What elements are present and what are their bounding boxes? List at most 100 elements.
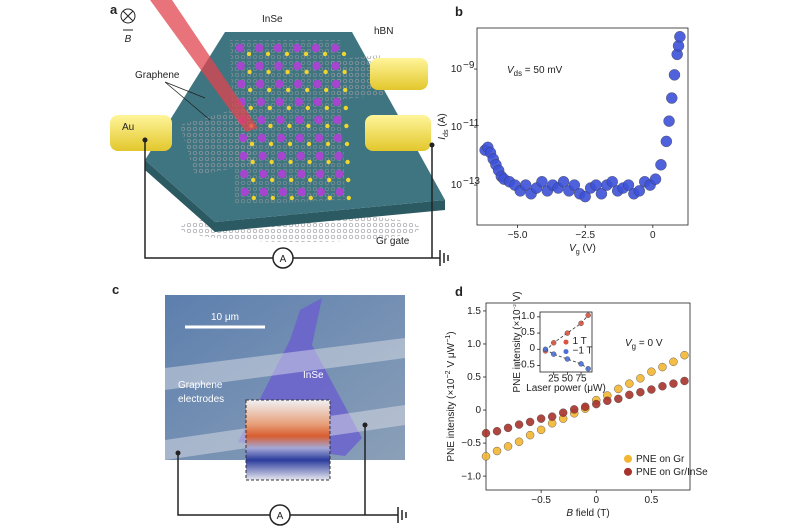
atom xyxy=(323,69,328,75)
atom xyxy=(325,141,331,147)
data-point xyxy=(606,176,618,188)
atom xyxy=(255,61,264,71)
atom xyxy=(296,151,305,161)
x-axis-label: Vg (V) xyxy=(569,243,596,256)
annotation: Vg = 0 V xyxy=(625,338,663,351)
atom xyxy=(259,187,268,197)
atom xyxy=(266,69,271,75)
y-axis-label-part: PNE intensity (×10 xyxy=(512,309,523,393)
contact-dot xyxy=(175,450,181,456)
atom xyxy=(333,133,343,143)
au-pad xyxy=(110,115,172,151)
atom xyxy=(284,51,290,57)
atom xyxy=(254,43,264,53)
electrode-label: Graphene xyxy=(178,380,223,391)
data-point xyxy=(669,357,678,367)
y-tick-label: −1.0 xyxy=(461,471,481,482)
pointer xyxy=(164,81,211,121)
atom xyxy=(343,105,348,111)
panel-label: a xyxy=(110,2,118,17)
data-point xyxy=(536,176,548,188)
x-axis-label-part: (V) xyxy=(580,243,596,254)
panel-c: c 10 μm InSe Graphene electrodes A xyxy=(112,282,407,526)
legend-marker xyxy=(563,349,569,355)
insulator-label: hBN xyxy=(374,26,393,37)
atom xyxy=(297,169,306,179)
data-point xyxy=(536,414,546,423)
atom xyxy=(314,115,323,125)
atom xyxy=(316,187,325,197)
atom xyxy=(249,141,255,147)
field-cross xyxy=(122,10,134,22)
atom xyxy=(294,97,303,107)
x-tick-label: −0.5 xyxy=(531,495,551,506)
data-point xyxy=(633,185,646,197)
y-tick-exponent: −13 xyxy=(463,176,480,187)
atom xyxy=(240,169,249,179)
data-point xyxy=(557,176,570,188)
atom xyxy=(295,133,305,143)
legend-label: 1 T xyxy=(573,336,587,347)
panel-label: c xyxy=(112,282,119,297)
data-point xyxy=(514,420,524,429)
y-tick-label: −0.5 xyxy=(515,359,535,370)
atom xyxy=(333,115,342,125)
data-point xyxy=(655,159,667,171)
data-point xyxy=(578,320,584,327)
atom xyxy=(294,79,303,89)
atom xyxy=(286,87,291,93)
atom xyxy=(305,87,310,93)
atom xyxy=(316,169,325,179)
atom xyxy=(292,43,302,53)
legend-label: PNE on Gr xyxy=(636,454,685,465)
y-tick-label: 1.0 xyxy=(521,311,535,322)
atom xyxy=(307,159,312,165)
y-tick-label: 0.5 xyxy=(467,372,481,383)
atom xyxy=(341,51,347,57)
legend-marker xyxy=(563,339,569,345)
atom xyxy=(327,177,332,183)
atom xyxy=(306,123,311,129)
data-point xyxy=(622,179,635,191)
atom xyxy=(308,177,313,183)
y-tick-label: 0 xyxy=(475,405,481,416)
legend-label: PNE on Gr/InSe xyxy=(636,467,708,478)
x-tick-label: −2.5 xyxy=(575,230,595,241)
atom xyxy=(308,195,313,201)
y-tick-label: −0.5 xyxy=(461,438,481,449)
atom xyxy=(288,159,293,165)
y-axis-label-part: −2 xyxy=(443,370,452,378)
inse-lattice xyxy=(235,43,351,201)
y-tick-exponent: −11 xyxy=(463,118,480,129)
atom xyxy=(268,141,274,147)
field-symbol xyxy=(120,8,136,24)
atom xyxy=(270,177,275,183)
atom xyxy=(239,151,248,161)
atom xyxy=(313,79,322,89)
atom xyxy=(251,195,256,201)
contact-label: Au xyxy=(122,122,134,133)
atom xyxy=(295,115,304,125)
atom xyxy=(247,69,252,75)
data-point xyxy=(519,179,532,191)
data-point xyxy=(614,394,623,404)
legend-marker xyxy=(624,467,632,476)
x-axis-label-part: g xyxy=(576,247,580,256)
atom xyxy=(268,123,273,129)
atom xyxy=(238,133,248,143)
atom xyxy=(326,159,331,165)
x-axis-label: B field (T) xyxy=(566,508,609,519)
data-point xyxy=(564,356,571,362)
atom xyxy=(330,43,340,53)
x-axis-label-part: V xyxy=(569,243,577,254)
data-point xyxy=(564,330,571,336)
atom xyxy=(313,97,322,107)
gate-label: Gr gate xyxy=(376,236,410,247)
atom xyxy=(343,87,348,93)
x-axis-label-part: Laser power (μW) xyxy=(526,383,606,394)
y-axis-label-part: V) xyxy=(512,291,523,304)
atom xyxy=(312,61,321,71)
data-point xyxy=(525,430,535,440)
atom xyxy=(335,169,344,179)
